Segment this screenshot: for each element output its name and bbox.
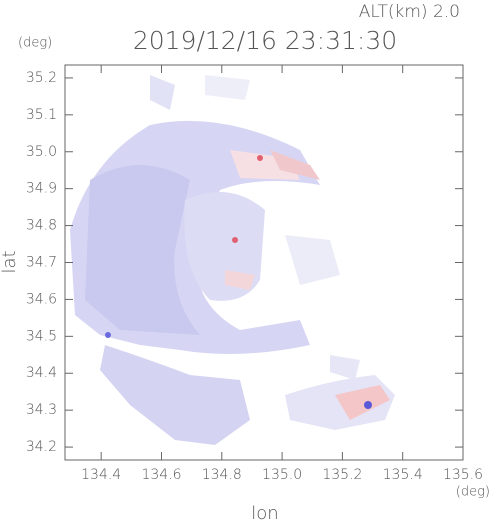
altitude-label: ALT(km) 2.0 (359, 2, 460, 22)
y-tick-label: 34.8 (26, 218, 57, 234)
y-tick-label: 34.2 (26, 439, 57, 455)
y-tick-label: 35.2 (26, 70, 57, 86)
y-tick-label: 35.0 (26, 144, 57, 160)
y-tick-label: 35.1 (26, 107, 57, 123)
y-tick-label: 34.5 (26, 328, 57, 344)
y-tick-label: 34.4 (26, 365, 57, 381)
y-axis-label: lat (0, 250, 20, 273)
y-unit: (deg) (18, 36, 52, 51)
x-tick-label: 134.4 (81, 467, 121, 483)
chart-title: 2019/12/16 23:31:30 (133, 26, 397, 55)
x-tick-label: 135.6 (443, 467, 483, 483)
x-tick-label: 134.8 (202, 467, 242, 483)
y-tick-label: 34.3 (26, 402, 57, 418)
x-tick-label: 135.4 (383, 467, 423, 483)
x-unit: (deg) (456, 485, 490, 500)
y-tick-label: 34.7 (26, 255, 57, 271)
x-tick-label: 135.0 (262, 467, 302, 483)
radar-echo (70, 75, 395, 445)
x-tick-label: 134.6 (141, 467, 181, 483)
x-axis-label: lon (251, 503, 278, 521)
x-tick-label: 135.2 (322, 467, 362, 483)
y-tick-label: 34.6 (26, 291, 57, 307)
y-tick-label: 34.9 (26, 181, 57, 197)
